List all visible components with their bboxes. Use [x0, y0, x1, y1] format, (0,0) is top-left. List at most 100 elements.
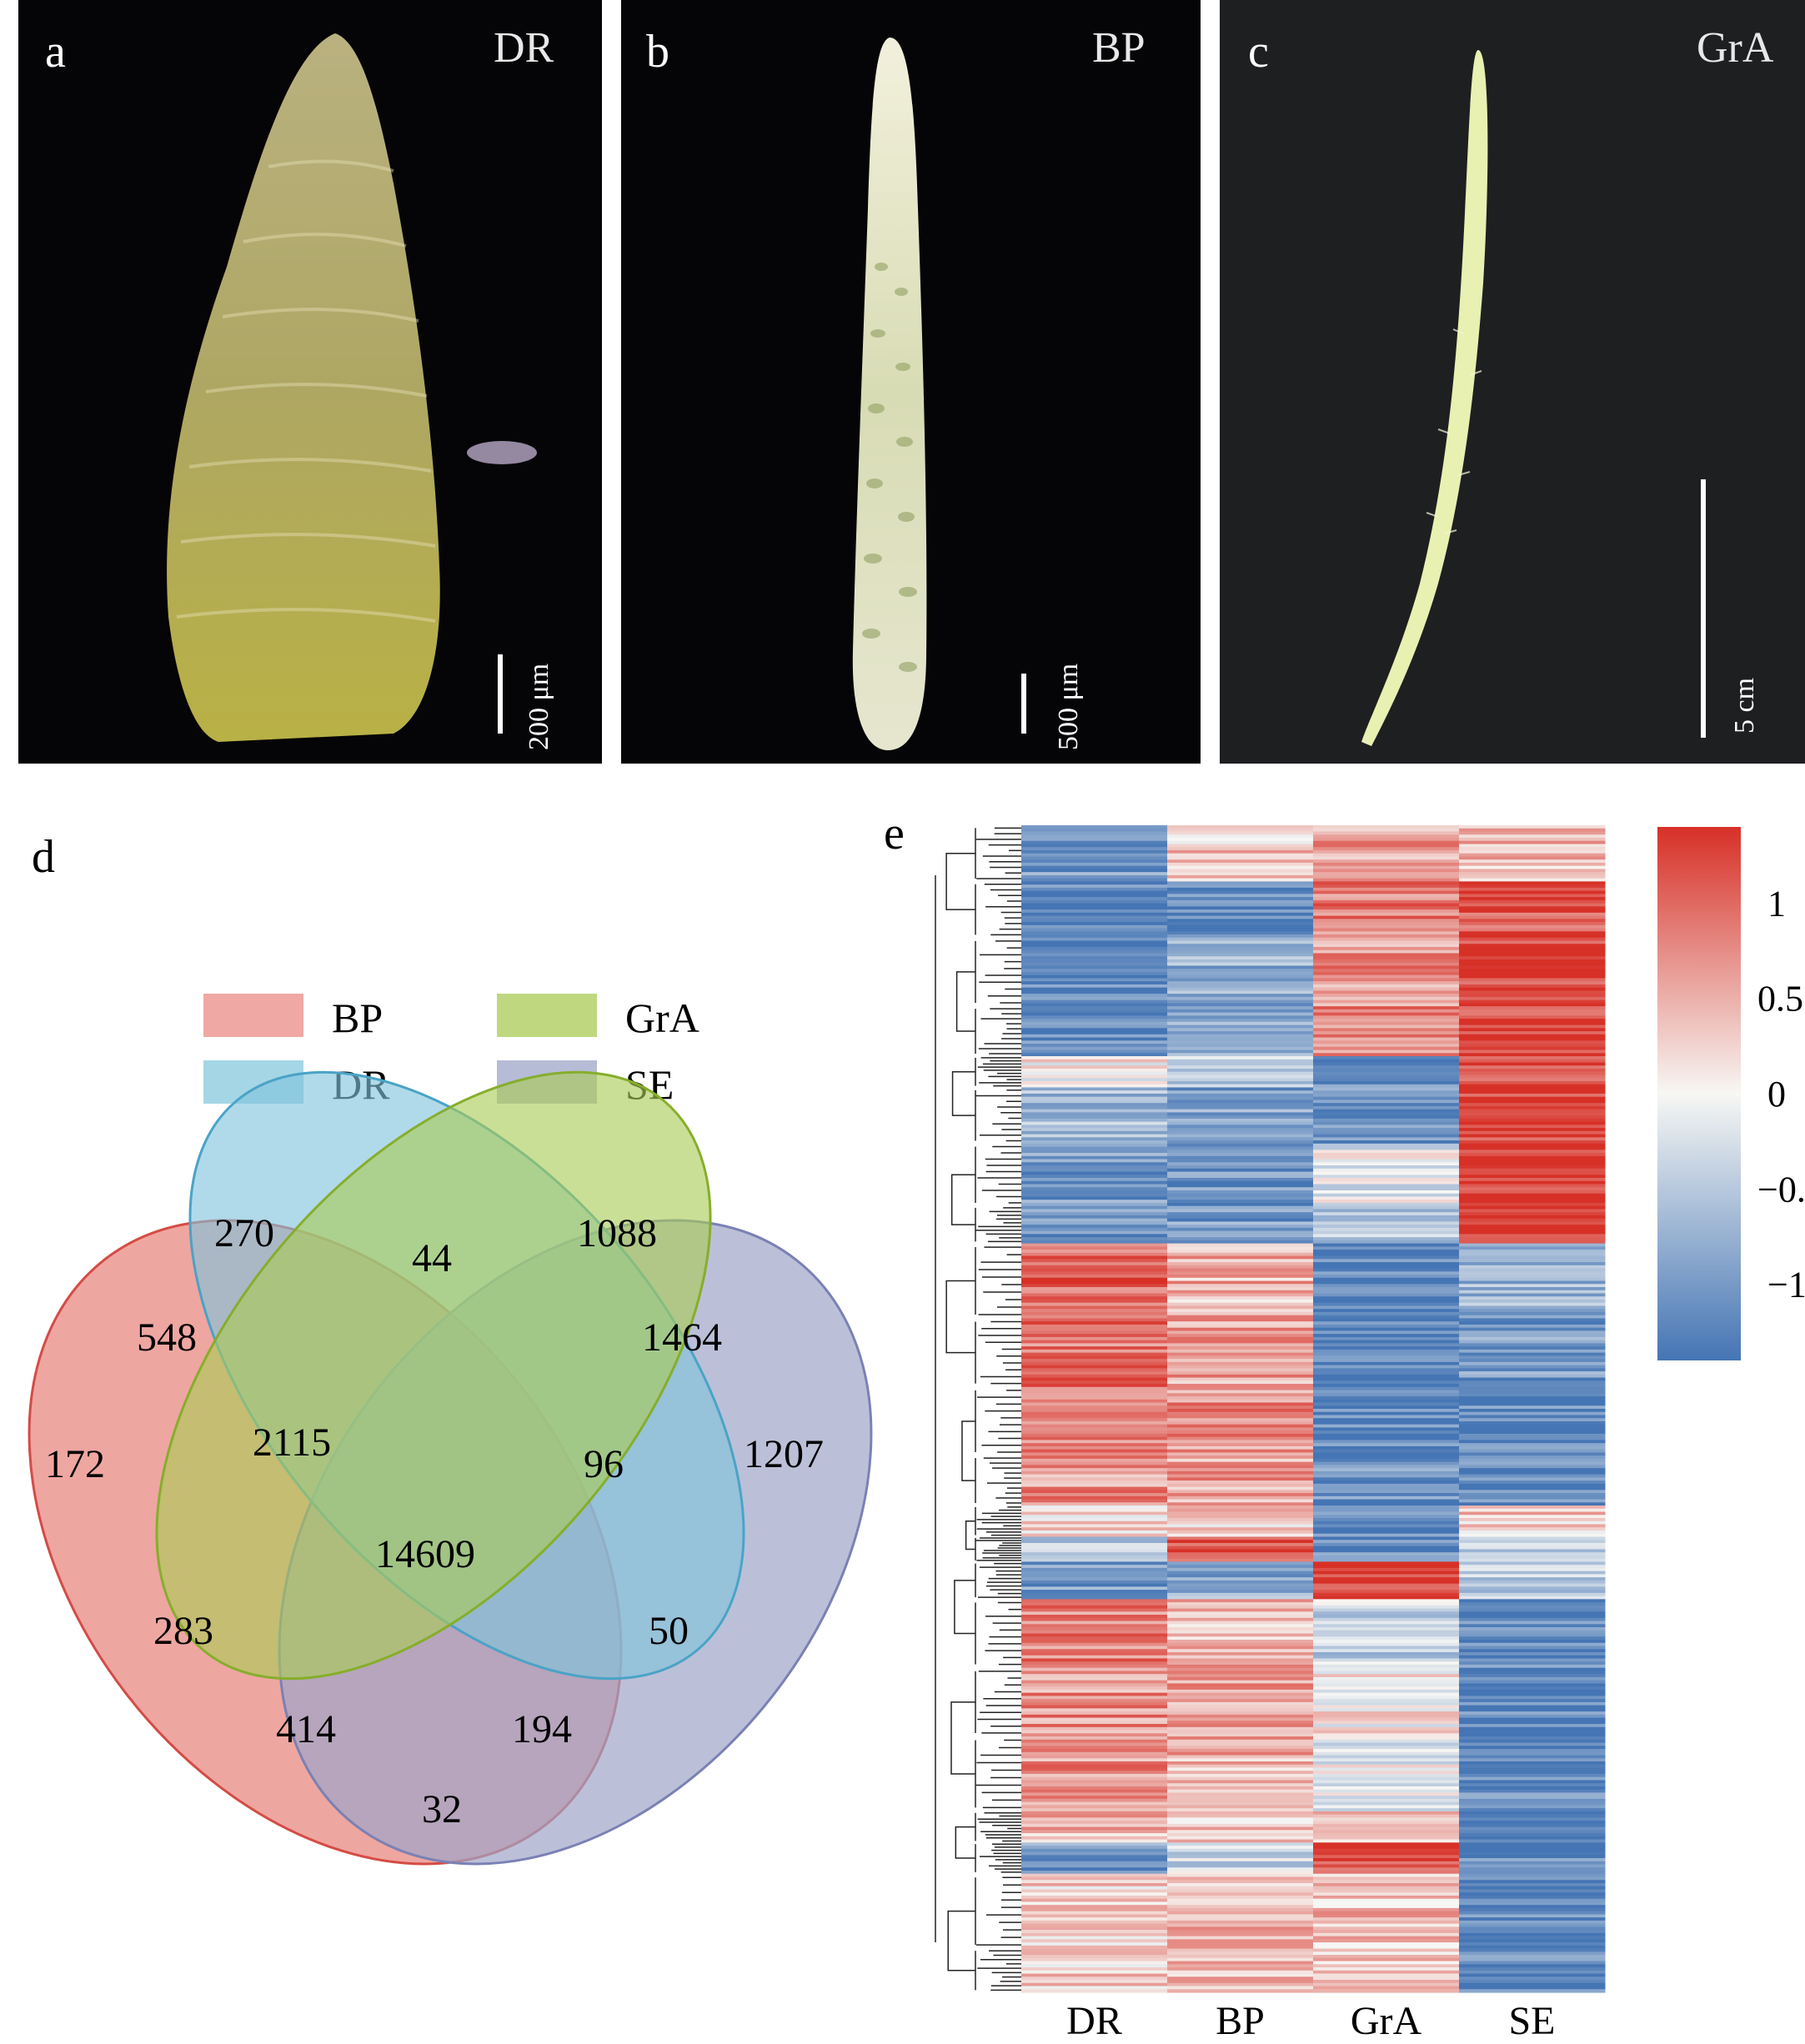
- heatmap-cell: [1167, 890, 1314, 894]
- venn-counts: 270 44 1088 548 1464 172 2115 96 1207 14…: [45, 1211, 824, 1831]
- heatmap-cell: [1167, 1449, 1314, 1454]
- heatmap-cell: [1167, 1783, 1314, 1787]
- heatmap-cell: [1313, 1280, 1460, 1285]
- heatmap-cell: [1459, 1190, 1606, 1195]
- heatmap-cell: [1459, 1655, 1606, 1660]
- heatmap-cell: [1459, 831, 1606, 835]
- heatmap-cell: [1313, 999, 1460, 1004]
- heatmap-cell: [1459, 1068, 1606, 1073]
- heatmap-cell: [1313, 1299, 1460, 1304]
- heatmap-cell: [1313, 1930, 1460, 1934]
- heatmap-cell: [1167, 1402, 1314, 1406]
- heatmap-cell: [1021, 1128, 1168, 1132]
- heatmap-cell: [1167, 1293, 1314, 1297]
- heatmap-cell: [1313, 1661, 1460, 1666]
- heatmap-cell: [1167, 1873, 1314, 1878]
- heatmap-cell: [1313, 1936, 1460, 1940]
- bp-specimen-illustration: [852, 38, 1026, 750]
- heatmap-cell: [1459, 1071, 1606, 1076]
- heatmap-cell: [1313, 1019, 1460, 1023]
- heatmap-cell: [1459, 1150, 1606, 1154]
- heatmap-cell: [1313, 1025, 1460, 1029]
- heatmap-cell: [1313, 1455, 1460, 1460]
- heatmap-cell: [1459, 1430, 1606, 1435]
- heatmap-cell: [1167, 1746, 1314, 1750]
- panel-letter-d: d: [32, 831, 55, 883]
- heatmap-cell: [1459, 1490, 1606, 1494]
- heatmap-cell: [1313, 1546, 1460, 1551]
- heatmap-cell: [1021, 1976, 1168, 1981]
- photo-bp: b BP 500 μm: [621, 0, 1201, 764]
- heatmap-cell: [1021, 903, 1168, 907]
- heatmap-cell: [1313, 1137, 1460, 1141]
- heatmap-cell: [1459, 1642, 1606, 1647]
- heatmap-cell: [1459, 1767, 1606, 1771]
- heatmap-cell: [1313, 1046, 1460, 1051]
- heatmap-cell: [1167, 1146, 1314, 1150]
- heatmap-cell: [1459, 1898, 1606, 1903]
- heatmap-cell: [1313, 1486, 1460, 1490]
- dendrogram-branch: [950, 1174, 975, 1225]
- heatmap-cell: [1459, 1658, 1606, 1662]
- heatmap-cell: [1459, 1602, 1606, 1606]
- heatmap-cell: [1459, 1187, 1606, 1191]
- heatmap-cell: [1459, 1833, 1606, 1837]
- heatmap-cell: [1021, 869, 1168, 873]
- heatmap-cell: [1021, 1449, 1168, 1454]
- heatmap-cell: [1167, 1945, 1314, 1950]
- heatmap-cell: [1459, 1708, 1606, 1712]
- venn-count-bp-gra-se: 414: [276, 1707, 336, 1751]
- heatmap-cell: [1021, 1480, 1168, 1485]
- heatmap-cell: [1021, 890, 1168, 894]
- heatmap-cell: [1313, 1109, 1460, 1113]
- heatmap-cell: [1021, 1495, 1168, 1500]
- heatmap-cell: [1021, 1667, 1168, 1672]
- heatmap-cell: [1459, 1939, 1606, 1943]
- heatmap-cell: [1313, 1789, 1460, 1794]
- heatmap-cell: [1167, 1495, 1314, 1500]
- heatmap-cell: [1021, 1773, 1168, 1778]
- heatmap-cell: [1459, 1955, 1606, 1959]
- heatmap-cell: [1313, 1150, 1460, 1154]
- heatmap-cell: [1167, 1209, 1314, 1213]
- heatmap-cell: [1459, 1399, 1606, 1404]
- venn-count-dr-only: 270: [214, 1211, 274, 1255]
- heatmap-cell: [1021, 1571, 1168, 1575]
- heatmap-cell: [1459, 1336, 1606, 1341]
- heatmap-cell: [1313, 1399, 1460, 1404]
- heatmap-cell: [1167, 1951, 1314, 1956]
- heatmap-cell: [1167, 1714, 1314, 1719]
- heatmap-cell: [1021, 1711, 1168, 1716]
- heatmap-cell: [1313, 1882, 1460, 1887]
- heatmap-cell: [1459, 1299, 1606, 1304]
- heatmap-cell: [1021, 1411, 1168, 1416]
- heatmap-cell: [1021, 1898, 1168, 1903]
- heatmap-cell: [1167, 1140, 1314, 1145]
- heatmap-cell: [1167, 1418, 1314, 1422]
- heatmap-cell: [1459, 1262, 1606, 1266]
- heatmap-cell: [1313, 1932, 1460, 1937]
- heatmap-cell: [1167, 1895, 1314, 1900]
- heatmap-cell: [1021, 1848, 1168, 1853]
- heatmap-cell: [1167, 1542, 1314, 1547]
- heatmap-cell: [1021, 1318, 1168, 1322]
- heatmap-cell: [1167, 1886, 1314, 1891]
- heatmap-cell: [1459, 1393, 1606, 1397]
- heatmap-cell: [1313, 1907, 1460, 1912]
- heatmap-cell: [1167, 1615, 1314, 1619]
- heatmap-cell: [1313, 1125, 1460, 1129]
- heatmap-cell: [1021, 996, 1168, 1001]
- heatmap-cell: [1313, 1343, 1460, 1347]
- heatmap-cell: [1459, 1817, 1606, 1821]
- heatmap-cell: [1313, 1121, 1460, 1125]
- heatmap-cell: [1313, 1911, 1460, 1916]
- heatmap-cell: [1021, 1068, 1168, 1073]
- heatmap-cell: [1021, 1930, 1168, 1934]
- heatmap-cell: [1167, 1730, 1314, 1734]
- heatmap-cell: [1313, 1846, 1460, 1850]
- heatmap-cell: [1021, 894, 1168, 898]
- heatmap-cell: [1021, 1227, 1168, 1232]
- heatmap-cell: [1313, 1520, 1460, 1525]
- heatmap-cell: [1021, 1352, 1168, 1356]
- heatmap-cell: [1313, 897, 1460, 901]
